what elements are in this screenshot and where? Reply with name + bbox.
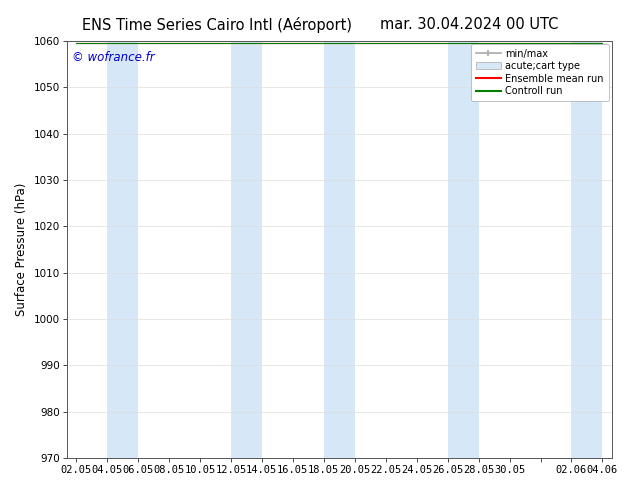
Bar [231,41,262,458]
Y-axis label: Surface Pressure (hPa): Surface Pressure (hPa) [15,183,28,316]
Text: ENS Time Series Cairo Intl (Aéroport): ENS Time Series Cairo Intl (Aéroport) [82,17,353,33]
Text: © wofrance.fr: © wofrance.fr [72,51,155,65]
Text: mar. 30.04.2024 00 UTC: mar. 30.04.2024 00 UTC [380,17,558,32]
Bar [571,41,602,458]
Legend: min/max, acute;cart type, Ensemble mean run, Controll run: min/max, acute;cart type, Ensemble mean … [472,44,609,101]
Bar [448,41,479,458]
Bar [107,41,138,458]
Bar [324,41,355,458]
